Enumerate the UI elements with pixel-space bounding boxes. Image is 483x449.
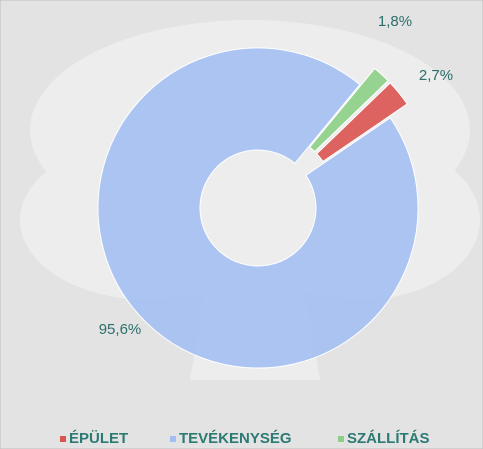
value-label: 1,8% xyxy=(378,13,412,30)
value-label: 95,6% xyxy=(99,321,142,338)
value-label: 2,7% xyxy=(419,67,453,84)
legend-swatch xyxy=(170,436,176,442)
slice xyxy=(97,47,419,369)
legend-label: SZÁLLÍTÁS xyxy=(347,430,430,447)
slice xyxy=(316,82,408,163)
legend-label: TEVÉKENYSÉG xyxy=(179,430,292,447)
slice xyxy=(309,67,389,153)
legend-label: ÉPÜLET xyxy=(69,430,128,447)
legend-swatch xyxy=(338,436,344,442)
legend-swatch xyxy=(60,436,66,442)
